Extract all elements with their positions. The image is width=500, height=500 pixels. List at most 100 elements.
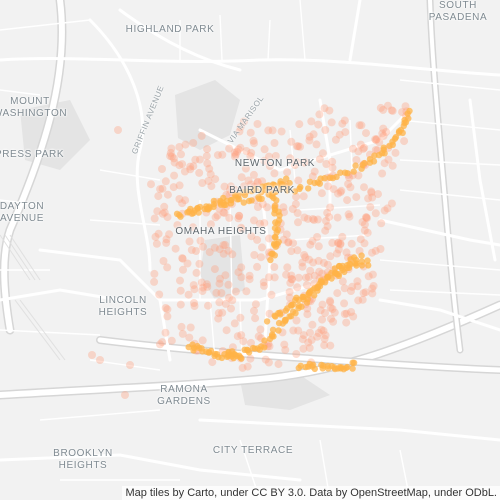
- incident-marker: [218, 354, 226, 362]
- streets: [0, 0, 500, 482]
- incident-marker: [298, 262, 307, 271]
- incident-marker: [310, 216, 318, 224]
- incident-marker: [343, 196, 352, 205]
- incident-marker: [352, 162, 359, 169]
- incident-marker: [240, 182, 248, 191]
- incident-marker: [377, 219, 386, 228]
- incident-marker: [197, 131, 206, 140]
- incident-marker: [375, 138, 384, 147]
- incident-marker: [169, 154, 178, 163]
- incident-marker: [235, 212, 244, 220]
- incident-marker: [333, 213, 342, 222]
- place-label-newton-park: NEWTON PARK: [234, 158, 316, 169]
- incident-marker: [215, 245, 224, 254]
- incident-marker: [313, 233, 322, 241]
- incident-marker: [202, 280, 211, 289]
- incident-marker: [189, 223, 197, 232]
- incident-marker: [275, 327, 282, 334]
- incident-marker: [329, 185, 338, 194]
- incident-marker: [380, 159, 389, 168]
- incident-marker: [250, 306, 258, 315]
- incident-marker: [321, 126, 330, 134]
- incident-marker: [360, 226, 369, 235]
- incident-marker: [286, 278, 295, 287]
- incident-marker: [306, 240, 315, 249]
- incident-marker: [272, 234, 279, 241]
- incident-marker: [159, 257, 168, 265]
- incident-marker: [347, 308, 356, 316]
- incident-marker: [161, 328, 170, 337]
- incident-marker: [255, 219, 264, 228]
- incident-marker: [250, 251, 259, 259]
- incident-marker: [153, 207, 162, 216]
- incident-marker: [163, 312, 172, 321]
- incident-marker: [293, 246, 302, 255]
- incident-marker: [205, 248, 214, 257]
- incident-marker: [227, 304, 235, 313]
- incident-marker: [254, 332, 263, 341]
- incident-marker: [294, 326, 303, 335]
- incident-marker: [305, 136, 314, 145]
- place-label-city-terrace: CITY TERRACE: [212, 445, 294, 456]
- incident-marker: [314, 256, 323, 265]
- incident-marker: [376, 245, 385, 253]
- incident-marker: [234, 145, 243, 154]
- incident-marker: [228, 196, 235, 204]
- incident-marker: [316, 180, 323, 187]
- incident-marker: [158, 165, 166, 173]
- incident-marker: [237, 173, 246, 182]
- incident-marker: [297, 183, 304, 191]
- incident-marker: [379, 131, 388, 140]
- incident-marker: [264, 126, 273, 135]
- incident-marker: [166, 148, 175, 157]
- incident-marker: [387, 199, 396, 208]
- incident-marker: [326, 203, 335, 212]
- incident-marker: [163, 213, 172, 222]
- incident-marker: [189, 281, 198, 290]
- incident-marker: [362, 213, 370, 222]
- incident-marker: [344, 180, 353, 188]
- incident-marker: [152, 239, 161, 248]
- incident-marker: [175, 161, 184, 170]
- incident-marker: [160, 208, 169, 217]
- incident-marker: [305, 255, 313, 264]
- incident-marker: [161, 177, 170, 186]
- incident-marker: [404, 110, 411, 117]
- incident-marker: [186, 165, 195, 174]
- incident-marker: [225, 144, 234, 153]
- incident-marker: [231, 150, 240, 159]
- incident-marker: [220, 182, 229, 191]
- incident-marker: [309, 130, 318, 139]
- incident-marker: [228, 250, 237, 259]
- incident-marker: [258, 243, 266, 252]
- incident-marker: [181, 140, 190, 149]
- place-label-baird-park: BAIRD PARK: [229, 185, 295, 196]
- incident-marker: [211, 175, 220, 184]
- incident-marker: [195, 168, 204, 177]
- incident-marker: [307, 336, 316, 344]
- incident-marker: [210, 265, 219, 274]
- incident-marker: [261, 337, 268, 344]
- incident-marker: [310, 271, 319, 280]
- incident-marker: [347, 287, 355, 295]
- incident-marker: [294, 142, 303, 151]
- incident-marker: [303, 310, 312, 319]
- incident-marker: [335, 130, 344, 139]
- incident-marker: [289, 239, 298, 248]
- incident-marker: [218, 150, 227, 159]
- incident-marker: [320, 334, 329, 343]
- incident-marker: [304, 273, 313, 282]
- incident-marker: [300, 158, 309, 167]
- incident-marker: [317, 325, 326, 334]
- incident-marker: [331, 135, 340, 144]
- incident-marker: [217, 289, 226, 297]
- incident-marker: [163, 263, 172, 272]
- incident-marker: [321, 175, 328, 182]
- incident-marker: [263, 203, 272, 212]
- incident-marker: [270, 194, 277, 201]
- incident-marker: [333, 173, 340, 181]
- incident-marker: [369, 282, 378, 290]
- incident-marker: [314, 120, 323, 129]
- incident-marker: [285, 293, 294, 302]
